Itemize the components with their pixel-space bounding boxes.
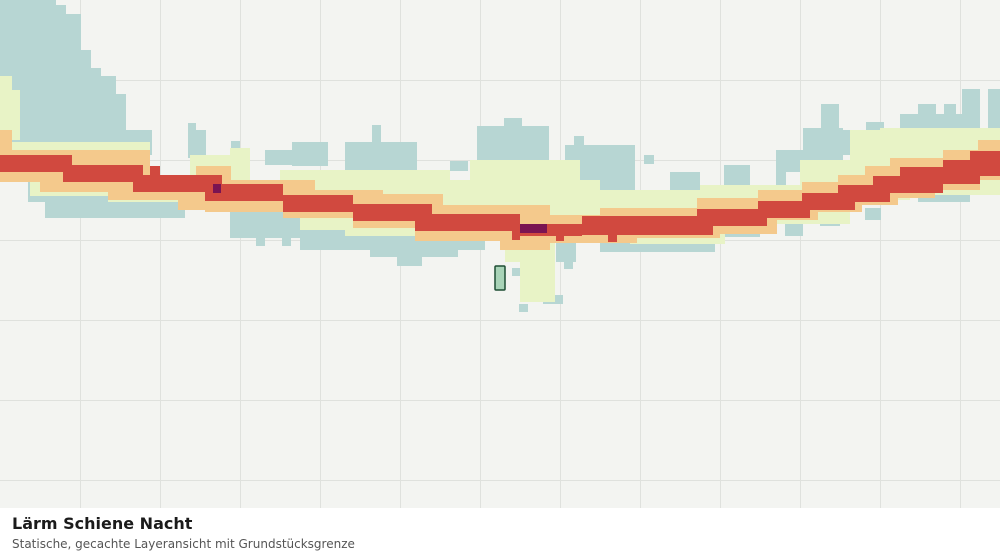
map-background (0, 0, 1000, 508)
map-title: Lärm Schiene Nacht (12, 514, 193, 533)
map-view (0, 0, 1000, 508)
map-subtitle: Statische, gecachte Layeransicht mit Gru… (12, 537, 355, 551)
property-boundary[interactable] (494, 265, 506, 291)
map-caption: Lärm Schiene Nacht Statische, gecachte L… (0, 508, 1000, 560)
noise-zone-very-high (0, 151, 1000, 242)
noise-zone-extreme (213, 184, 547, 233)
